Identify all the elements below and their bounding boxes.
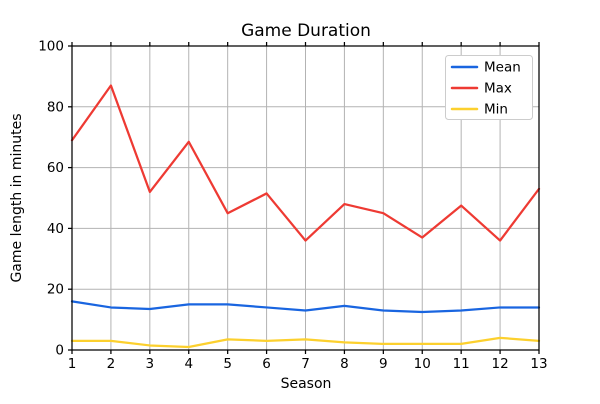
x-tick-label: 8 — [340, 356, 349, 372]
x-tick-label: 5 — [223, 356, 232, 372]
x-tick-label: 4 — [184, 356, 193, 372]
y-tick-label: 100 — [38, 39, 64, 55]
x-tick-label: 10 — [414, 356, 431, 372]
series-line-max — [70, 84, 541, 242]
tick-layer — [68, 42, 540, 354]
y-tick-label: 60 — [47, 160, 64, 176]
x-tick-label: 2 — [107, 356, 116, 372]
legend-box — [445, 55, 533, 120]
legend-label-max: Max — [484, 81, 512, 97]
y-tick-label: 40 — [47, 221, 64, 237]
y-tick-label: 80 — [47, 99, 64, 115]
legend: Mean Max Min — [445, 55, 533, 120]
chart-title: Game Duration — [241, 21, 371, 41]
x-tick-label: 3 — [146, 356, 155, 372]
legend-label-mean: Mean — [484, 60, 521, 76]
y-tick-label: 20 — [47, 282, 64, 298]
x-tick-label: 13 — [530, 356, 547, 372]
x-tick-label: 1 — [68, 356, 77, 372]
x-tick-label: 7 — [301, 356, 310, 372]
x-tick-label: 12 — [491, 356, 508, 372]
series-line-mean — [70, 300, 541, 314]
y-tick-label: 0 — [55, 343, 64, 359]
y-axis-label: Game length in minutes — [9, 113, 25, 282]
x-axis-label: Season — [281, 376, 332, 392]
series-line-min — [70, 336, 541, 349]
x-tick-label: 11 — [453, 356, 470, 372]
legend-label-min: Min — [484, 102, 508, 118]
series-layer — [70, 84, 541, 349]
x-tick-label: 9 — [379, 356, 388, 372]
x-tick-label: 6 — [262, 356, 271, 372]
